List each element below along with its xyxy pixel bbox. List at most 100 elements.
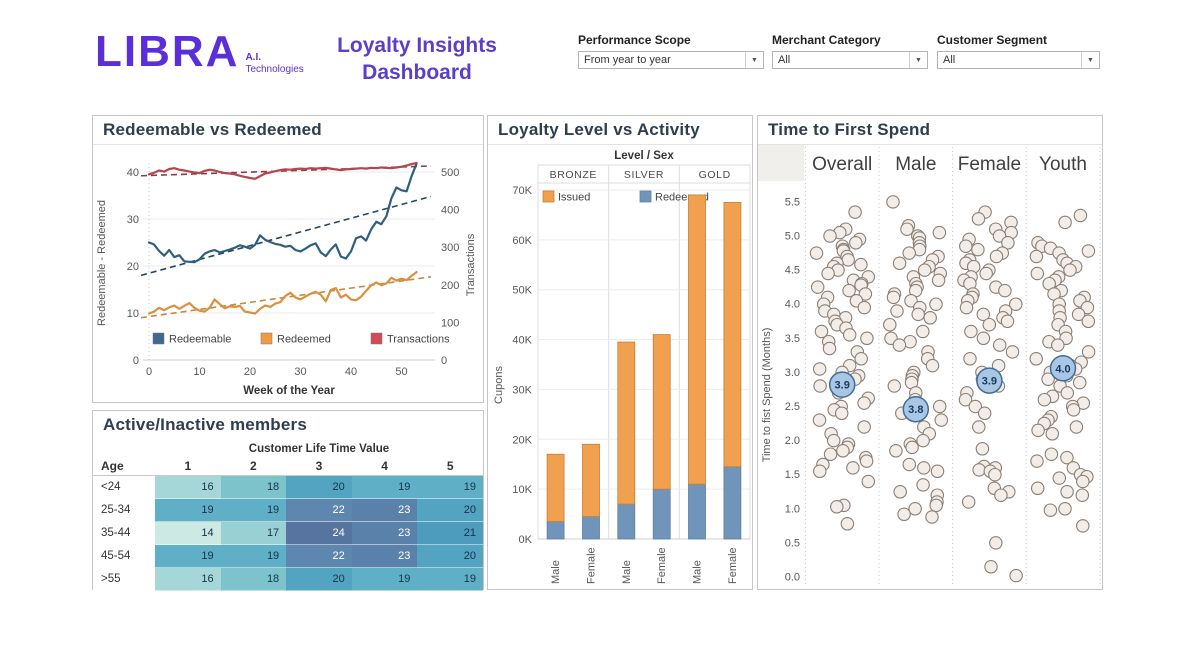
bar-redeemed-gold-male[interactable] xyxy=(688,483,706,540)
scatter-point[interactable] xyxy=(976,331,991,346)
scatter-point[interactable] xyxy=(958,392,973,407)
scatter-point[interactable] xyxy=(1066,403,1081,417)
scatter-point[interactable] xyxy=(1001,236,1015,250)
scatter-point[interactable] xyxy=(1076,474,1090,489)
scatter-point[interactable] xyxy=(994,488,1008,502)
scatter-point[interactable] xyxy=(934,413,949,427)
scatter-point[interactable] xyxy=(886,195,900,209)
scatter-point[interactable] xyxy=(859,454,874,468)
heatmap-cell[interactable]: 20 xyxy=(417,545,483,568)
heatmap-cell[interactable]: 19 xyxy=(417,568,483,591)
bar-issued-gold-male[interactable] xyxy=(688,194,706,485)
scatter-point[interactable] xyxy=(809,246,824,260)
scatter-point[interactable] xyxy=(972,463,986,477)
scatter-point[interactable] xyxy=(1069,420,1084,434)
scatter-point[interactable] xyxy=(959,239,973,253)
scatter-point[interactable] xyxy=(916,433,930,448)
scatter-point[interactable] xyxy=(1052,471,1067,485)
scatter-point[interactable] xyxy=(857,396,871,410)
scatter-point[interactable] xyxy=(842,283,856,298)
scatter-point[interactable] xyxy=(925,358,940,373)
scatter-point[interactable] xyxy=(810,280,825,294)
legend-swatch-issued[interactable] xyxy=(542,190,555,203)
scatter-point[interactable] xyxy=(1075,488,1090,502)
scatter-point[interactable] xyxy=(841,253,855,267)
heatmap-cell[interactable]: 19 xyxy=(155,545,221,568)
heatmap-cell[interactable]: 23 xyxy=(351,522,418,545)
mean-marker-overall[interactable] xyxy=(828,371,856,398)
bar-issued-silver-male[interactable] xyxy=(617,341,636,505)
scatter-point[interactable] xyxy=(1076,519,1090,533)
scatter-point[interactable] xyxy=(968,399,983,414)
scatter-point[interactable] xyxy=(858,287,873,301)
scatter-point[interactable] xyxy=(892,338,907,352)
scatter-point[interactable] xyxy=(1060,386,1075,400)
scatter-point[interactable] xyxy=(931,273,946,288)
scatter-point[interactable] xyxy=(971,212,986,226)
scatter-point[interactable] xyxy=(923,311,937,325)
scatter-point[interactable] xyxy=(892,256,907,271)
scatter-point[interactable] xyxy=(961,495,976,509)
scatter-point[interactable] xyxy=(1037,392,1052,407)
customer-segment-dropdown-arrow[interactable]: ▼ xyxy=(1081,52,1099,68)
scatter-point[interactable] xyxy=(834,406,849,421)
scatter-point[interactable] xyxy=(964,324,978,339)
bar-redeemed-gold-female[interactable] xyxy=(723,466,742,540)
scatter-point[interactable] xyxy=(823,447,838,461)
scatter-point[interactable] xyxy=(908,502,922,516)
heatmap-cell[interactable]: 20 xyxy=(286,476,352,499)
bar-redeemed-bronze-male[interactable] xyxy=(546,521,565,540)
scatter-point[interactable] xyxy=(992,338,1007,352)
legend-swatch-redeemable[interactable] xyxy=(152,332,165,345)
scatter-point[interactable] xyxy=(998,283,1012,298)
heatmap-cell[interactable]: 20 xyxy=(286,568,352,591)
scatter-point[interactable] xyxy=(971,242,985,257)
redeemable-line[interactable] xyxy=(147,162,418,264)
scatter-point[interactable] xyxy=(1081,345,1096,359)
scatter-point[interactable] xyxy=(890,304,904,318)
heatmap-cell[interactable]: 14 xyxy=(155,522,221,545)
scatter-point[interactable] xyxy=(916,478,930,492)
legend-swatch-redeemed[interactable] xyxy=(639,190,652,203)
customer-segment-select[interactable]: All ▼ xyxy=(937,51,1100,69)
heatmap-cell[interactable]: 19 xyxy=(351,476,418,499)
scatter-point[interactable] xyxy=(1081,244,1096,258)
scatter-point[interactable] xyxy=(917,263,932,277)
scatter-point[interactable] xyxy=(826,433,841,448)
scatter-point[interactable] xyxy=(1051,338,1065,352)
scatter-point[interactable] xyxy=(1071,307,1086,322)
scatter-point[interactable] xyxy=(854,257,868,272)
heatmap-cell[interactable]: 22 xyxy=(286,499,352,522)
scatter-point[interactable] xyxy=(1063,263,1077,277)
scatter-point[interactable] xyxy=(972,420,986,434)
scatter-point[interactable] xyxy=(1041,372,1055,386)
scatter-point[interactable] xyxy=(932,399,947,414)
scatter-point[interactable] xyxy=(1081,314,1096,329)
scatter-point[interactable] xyxy=(854,352,868,366)
heatmap-cell[interactable]: 23 xyxy=(351,545,418,568)
scatter-point[interactable] xyxy=(976,307,991,322)
scatter-point[interactable] xyxy=(1060,485,1074,499)
scatter-point[interactable] xyxy=(849,236,863,250)
scatter-point[interactable] xyxy=(861,474,876,489)
scatter-point[interactable] xyxy=(812,413,827,427)
scatter-point[interactable] xyxy=(1030,481,1045,496)
heatmap-cell[interactable]: 17 xyxy=(220,522,287,545)
scatter-point[interactable] xyxy=(932,225,947,240)
scatter-point[interactable] xyxy=(840,517,855,531)
scatter-point[interactable] xyxy=(1009,568,1023,583)
merchant-category-select[interactable]: All ▼ xyxy=(772,51,928,69)
scatter-point[interactable] xyxy=(989,249,1004,264)
scatter-point[interactable] xyxy=(1045,427,1060,441)
scatter-point[interactable] xyxy=(830,500,844,514)
bar-redeemed-silver-male[interactable] xyxy=(617,503,636,540)
scatter-point[interactable] xyxy=(893,485,907,499)
bar-redeemed-silver-female[interactable] xyxy=(652,488,671,540)
scatter-point[interactable] xyxy=(814,324,829,339)
heatmap-cell[interactable]: 24 xyxy=(286,522,352,545)
scatter-point[interactable] xyxy=(897,507,911,522)
scatter-point[interactable] xyxy=(1058,215,1072,230)
scatter-point[interactable] xyxy=(823,229,837,243)
heatmap-cell[interactable]: 21 xyxy=(417,522,483,545)
scatter-point[interactable] xyxy=(1029,352,1043,366)
